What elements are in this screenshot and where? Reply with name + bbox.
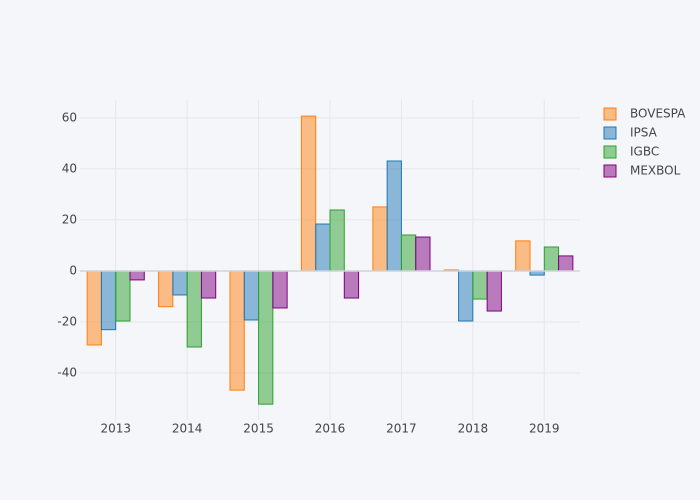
bar	[172, 270, 188, 296]
y-tick-label: -20	[57, 315, 77, 329]
legend-label[interactable]: BOVESPA	[630, 107, 686, 121]
bar	[86, 270, 102, 346]
bar	[558, 255, 574, 272]
bar	[343, 270, 360, 299]
bar	[386, 160, 402, 272]
bar	[243, 270, 260, 321]
bar	[400, 234, 417, 272]
bar	[458, 270, 474, 322]
y-tick-label: 60	[62, 110, 77, 124]
x-tick-label: 2018	[458, 422, 489, 436]
x-tick-label: 2014	[172, 422, 203, 436]
bar	[100, 270, 117, 331]
bar	[200, 270, 217, 299]
x-tick-label: 2016	[315, 422, 346, 436]
bar	[472, 270, 488, 300]
bar	[486, 270, 502, 312]
x-tick-label: 2017	[386, 422, 417, 436]
y-tick-label: 20	[62, 212, 77, 226]
legend-swatch[interactable]	[603, 126, 617, 140]
bar	[129, 270, 145, 281]
y-tick-label: 40	[62, 161, 77, 175]
legend-swatch[interactable]	[603, 145, 617, 159]
y-tick-label: 0	[69, 263, 77, 277]
legend-swatch[interactable]	[603, 164, 617, 178]
x-tick-label: 2015	[243, 422, 274, 436]
bar	[543, 246, 560, 272]
bar	[186, 270, 202, 348]
legend-label[interactable]: IGBC	[630, 145, 659, 159]
x-tick-label: 2019	[529, 422, 560, 436]
bar	[258, 270, 274, 405]
x-tick-label: 2013	[100, 422, 131, 436]
bar	[515, 240, 531, 272]
bar	[115, 270, 131, 322]
bar	[415, 236, 431, 272]
bar	[272, 270, 288, 309]
legend-swatch[interactable]	[603, 107, 617, 121]
bar	[300, 115, 317, 272]
bar	[158, 270, 174, 308]
bar	[315, 223, 331, 272]
bar	[329, 209, 345, 272]
legend-label[interactable]: MEXBOL	[630, 164, 681, 178]
legend-label[interactable]: IPSA	[630, 126, 658, 140]
y-tick-label: -40	[57, 366, 77, 380]
bar	[372, 206, 388, 272]
bar	[229, 270, 245, 391]
